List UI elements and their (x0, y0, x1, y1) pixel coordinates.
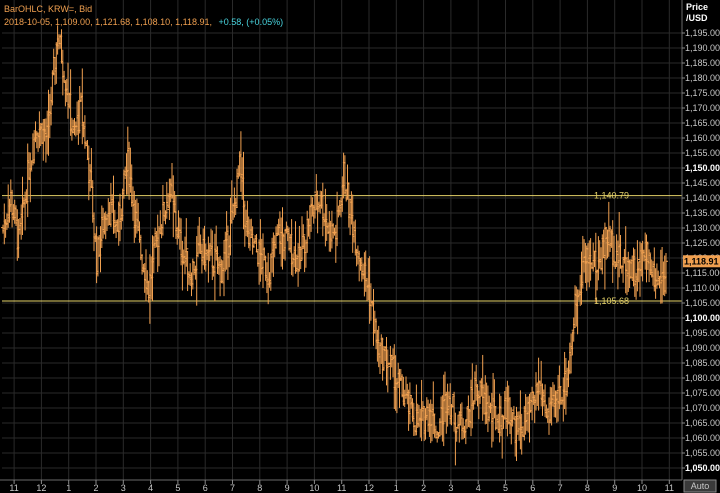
price-tick-label: 1,050.000 (685, 463, 720, 473)
price-tick-label: 1,150.000 (685, 163, 720, 173)
ohlc-bar (571, 317, 576, 342)
price-tick-label: 1,125.000 (685, 238, 720, 248)
horizontal-line-label: 1,105.68 (594, 296, 629, 306)
time-tick-label: 3 (448, 483, 453, 493)
price-tick-label: 1,070.000 (685, 403, 720, 413)
ohlc-readout: 2018-10-05, 1,109.00, 1,121.68, 1,108.10… (4, 17, 283, 27)
price-tick-label: 1,180.000 (685, 73, 720, 83)
time-tick-label: 8 (257, 483, 262, 493)
time-tick-label: 5 (503, 483, 508, 493)
time-tick-label: 10 (637, 483, 647, 493)
ohlc-bar (219, 259, 224, 284)
price-tick-label: 1,165.000 (685, 118, 720, 128)
time-tick-label: 12 (364, 483, 374, 493)
ohlc-bar (160, 184, 165, 236)
price-tick-label: 1,155.000 (685, 148, 720, 158)
price-tick-label: 1,090.000 (685, 343, 720, 353)
time-tick-label: 11 (337, 483, 346, 493)
price-tick-label: 1,145.000 (685, 178, 720, 188)
time-tick-label: 10 (309, 483, 319, 493)
time-tick-label: 9 (612, 483, 617, 493)
ohlc-values: 2018-10-05, 1,109.00, 1,121.68, 1,108.10… (4, 17, 212, 27)
price-tick-label: 1,190.000 (685, 43, 720, 53)
time-tick-label: 8 (585, 483, 590, 493)
grid-lines (2, 0, 682, 480)
price-tick-label: 1,140.000 (685, 193, 720, 203)
price-tick-label: 1,060.000 (685, 433, 720, 443)
price-tick-label: 1,105.000 (685, 298, 720, 308)
price-tick-label: 1,080.000 (685, 373, 720, 383)
time-tick-label: 4 (476, 483, 481, 493)
chart-title: BarOHLC, KRW=, Bid (4, 4, 92, 14)
time-tick-label: 1 (66, 483, 71, 493)
change-value: +0.58, (+0.05%) (219, 17, 284, 27)
time-tick-label: 5 (175, 483, 180, 493)
last-price-tag[interactable]: 1,118.91 (683, 255, 720, 268)
time-tick-label: 11 (665, 483, 674, 493)
ohlc-bar (254, 234, 259, 253)
price-tick-label: 1,130.000 (685, 223, 720, 233)
auto-button-label: Auto (691, 481, 710, 491)
time-axis[interactable]: 11 12 1 2 3 4 5 6 7 8 9 10 11 12 1 2 3 4 5 6 7 8 9 10 11 (0, 479, 682, 493)
price-tick-label: 1,185.000 (685, 58, 720, 68)
price-tick-label: 1,065.000 (685, 418, 720, 428)
ohlc-bar (296, 243, 301, 287)
ohlc-bar (500, 414, 505, 459)
auto-button[interactable]: Auto (683, 479, 717, 493)
price-tick-label: 1,170.000 (685, 103, 720, 113)
time-tick-label: 4 (148, 483, 153, 493)
ohlc-bar (664, 252, 668, 294)
ohlc-bar (344, 188, 349, 202)
ohlc-bar (274, 226, 278, 249)
time-tick-label: 2 (421, 483, 426, 493)
time-tick-label: 12 (36, 483, 46, 493)
price-tick-label: 1,085.000 (685, 358, 720, 368)
price-tick-label: 1,095.000 (685, 328, 720, 338)
price-tick-label: 1,110.000 (685, 283, 720, 293)
time-tick-label: 6 (530, 483, 535, 493)
price-tick-label: 1,160.000 (685, 133, 720, 143)
ohlc-bar (184, 218, 189, 267)
price-tick-label: 1,195.000 (685, 28, 720, 38)
ohlc-bar (233, 197, 238, 216)
time-tick-label: 3 (121, 483, 126, 493)
price-tick-label: 1,055.000 (685, 448, 720, 458)
time-tick-label: 6 (203, 483, 208, 493)
ohlc-bar (402, 389, 407, 408)
price-tick-label: 1,100.000 (685, 313, 720, 323)
horizontal-line-label: 1,140.79 (594, 191, 629, 201)
time-tick-label: 7 (230, 483, 235, 493)
ohlc-bar (92, 212, 96, 252)
time-tick-label: 9 (285, 483, 290, 493)
ohlc-bar (28, 152, 33, 203)
time-tick-label: 1 (394, 483, 399, 493)
price-axis-title: Price (686, 2, 708, 12)
price-tick-label: 1,115.000 (685, 268, 720, 278)
price-tick-label: 1,175.000 (685, 88, 720, 98)
price-axis[interactable]: 1,050.000 1,055.000 1,060.000 1,065.000 1,07… (681, 0, 720, 480)
price-tick-label: 1,075.000 (685, 388, 720, 398)
price-tick-label: 1,135.000 (685, 208, 720, 218)
last-price-tag-bg (683, 255, 720, 268)
ohlc-bar (363, 250, 368, 292)
time-tick-label: 2 (93, 483, 98, 493)
time-tick-label: 11 (9, 483, 18, 493)
price-bars (1, 25, 668, 466)
price-axis-unit: /USD (686, 13, 708, 23)
last-price-label: 1,118.91 (684, 256, 719, 266)
time-tick-label: 7 (558, 483, 563, 493)
ohlc-bar (431, 381, 436, 435)
